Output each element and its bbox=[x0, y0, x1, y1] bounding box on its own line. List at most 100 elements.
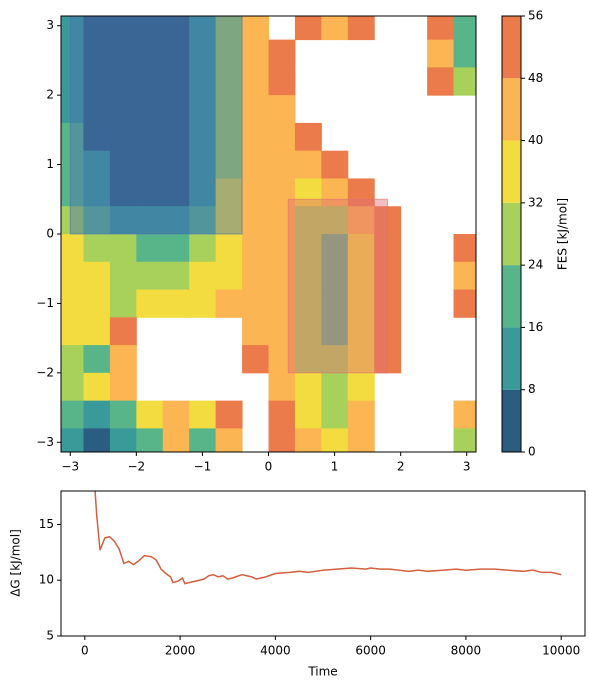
contour-cell bbox=[321, 372, 349, 402]
contour-cell bbox=[189, 289, 217, 318]
contour-cell bbox=[136, 122, 164, 152]
contour-cell bbox=[136, 39, 164, 68]
contour-cell bbox=[61, 67, 84, 96]
contour-cell bbox=[242, 317, 269, 346]
colorbar-tick-label: 48 bbox=[528, 71, 543, 85]
contour-cell bbox=[83, 122, 111, 152]
contour-cell bbox=[347, 372, 375, 402]
contour-cell bbox=[162, 16, 190, 41]
contour-cell bbox=[294, 261, 322, 291]
contour-cell bbox=[321, 150, 349, 179]
x-tick-label: 2000 bbox=[165, 644, 196, 658]
x-tick-label: 2 bbox=[397, 460, 405, 474]
x-tick-label: 1 bbox=[331, 460, 339, 474]
regions bbox=[69, 16, 388, 374]
contour-cell bbox=[321, 289, 349, 318]
contour-cell bbox=[189, 261, 217, 291]
contour-cell bbox=[83, 372, 111, 402]
y-tick-label: 0 bbox=[46, 227, 54, 241]
contour-cell bbox=[268, 150, 296, 179]
contour-cell bbox=[136, 289, 164, 318]
contour-cell bbox=[61, 150, 84, 179]
y-tick-label: −3 bbox=[36, 435, 54, 449]
contour-cell bbox=[347, 178, 375, 207]
contour-cell bbox=[453, 16, 476, 41]
contour-cell bbox=[162, 39, 190, 68]
contour-cell bbox=[453, 289, 476, 318]
contour-cell bbox=[294, 372, 322, 402]
contour-cell bbox=[294, 234, 322, 263]
contour-cell bbox=[347, 289, 375, 318]
contour-cell bbox=[453, 67, 476, 96]
contour-cell bbox=[162, 206, 190, 235]
contour-cell bbox=[61, 428, 84, 452]
x-tick-label: 3 bbox=[463, 460, 471, 474]
contour-cell bbox=[109, 150, 137, 179]
contour-cell bbox=[242, 150, 269, 179]
contour-cell bbox=[136, 206, 164, 235]
colorbar-tick-label: 0 bbox=[528, 445, 536, 459]
contour-cell bbox=[347, 400, 375, 429]
colorbar-tick-label: 40 bbox=[528, 133, 543, 147]
contour-cell bbox=[136, 16, 164, 41]
contour-cell bbox=[162, 261, 190, 291]
contour-cell bbox=[215, 428, 243, 452]
contour-cell bbox=[215, 16, 243, 41]
y-tick-label: −1 bbox=[36, 296, 54, 310]
contour-cell bbox=[242, 95, 269, 124]
contour-cell bbox=[189, 67, 217, 96]
colorbar-band bbox=[502, 78, 521, 141]
colorbar-tick-label: 24 bbox=[528, 258, 543, 272]
contour-cell bbox=[109, 16, 137, 41]
contour-cell bbox=[268, 122, 296, 152]
contour-cell bbox=[321, 345, 349, 374]
contour-cell bbox=[321, 206, 349, 235]
contour-cell bbox=[189, 178, 217, 207]
contour-cell bbox=[61, 39, 84, 68]
contour-cell bbox=[83, 289, 111, 318]
line-area bbox=[94, 491, 562, 585]
x-tick-label: 6000 bbox=[355, 644, 386, 658]
contour-cell bbox=[294, 122, 322, 152]
contour-cell bbox=[136, 178, 164, 207]
contour-cell bbox=[189, 95, 217, 124]
contour-cell bbox=[83, 178, 111, 207]
x-tick-label: 0 bbox=[265, 460, 273, 474]
contour-cell bbox=[162, 178, 190, 207]
contour-cell bbox=[83, 206, 111, 235]
contour-cell bbox=[242, 206, 269, 235]
contour-cell bbox=[136, 150, 164, 179]
colorbar-tick-label: 8 bbox=[528, 382, 536, 396]
contour-cell bbox=[189, 16, 217, 41]
contour-cell bbox=[268, 261, 296, 291]
contour-cell bbox=[61, 372, 84, 402]
contour-cell bbox=[61, 16, 84, 41]
contour-cell bbox=[83, 95, 111, 124]
contour-cell bbox=[136, 400, 164, 429]
contour-cell bbox=[453, 400, 476, 429]
data-line bbox=[94, 491, 562, 585]
contour-cell bbox=[453, 428, 476, 452]
contour-cell bbox=[242, 289, 269, 318]
contour-cell bbox=[61, 289, 84, 318]
contour-cell bbox=[61, 317, 84, 346]
contour-cell bbox=[109, 428, 137, 452]
contour-cell bbox=[242, 234, 269, 263]
contour-cell bbox=[242, 345, 269, 374]
contour-cell bbox=[109, 372, 137, 402]
contour-cell bbox=[268, 178, 296, 207]
colorbar-frame bbox=[501, 15, 522, 453]
contour-cell bbox=[321, 178, 349, 207]
contour-cell bbox=[83, 16, 111, 41]
contour-cell bbox=[109, 317, 137, 346]
contour-cell bbox=[347, 261, 375, 291]
contour-cell bbox=[109, 122, 137, 152]
contour-cell bbox=[268, 289, 296, 318]
colorbar-band bbox=[502, 327, 521, 390]
state-region bbox=[69, 16, 243, 235]
contour-cell bbox=[109, 289, 137, 318]
contour-cell bbox=[294, 428, 322, 452]
contour-cell bbox=[83, 39, 111, 68]
contour-cell bbox=[162, 150, 190, 179]
contour-cell bbox=[189, 234, 217, 263]
